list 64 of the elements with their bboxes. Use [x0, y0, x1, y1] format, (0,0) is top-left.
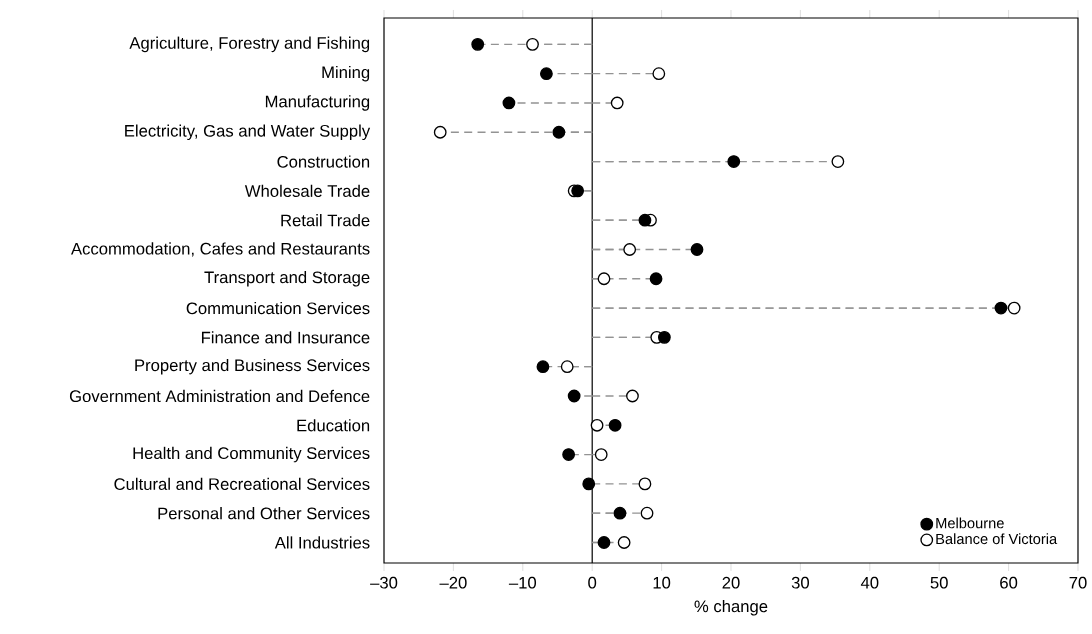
point [536, 360, 550, 374]
legend-label: Melbourne [936, 517, 1004, 529]
point [526, 37, 539, 51]
y-tick-label: Communication Services [186, 301, 370, 315]
x-tick-label: 20 [722, 576, 740, 589]
point [1007, 301, 1021, 315]
y-tick-label: Retail Trade [281, 214, 370, 227]
x-tick-label: –10 [508, 576, 537, 589]
legend-label: Balance of Victoria [936, 533, 1058, 545]
x-tick-label: 0 [588, 576, 597, 589]
point [613, 506, 627, 520]
y-tick-label: Transport and Storage [204, 271, 370, 287]
point [638, 213, 652, 227]
y-tick-label: All Industries [274, 536, 370, 549]
point [582, 477, 596, 491]
point [590, 418, 604, 432]
point [562, 448, 576, 461]
y-tick-label: Education [297, 419, 370, 432]
point [617, 536, 631, 549]
y-tick-label: Personal and Other Services [158, 507, 370, 520]
x-tick-label: 30 [791, 576, 810, 589]
y-tick-label: Finance and Insurance [201, 331, 370, 344]
y-tick-label: Health and Community Services [133, 446, 370, 463]
point [608, 418, 622, 432]
point [471, 37, 485, 51]
point [638, 477, 652, 491]
point [560, 360, 574, 374]
y-tick-label: Electricity, Gas and Water Supply [125, 124, 371, 141]
point [831, 155, 845, 168]
point [640, 506, 654, 520]
point [626, 389, 639, 403]
point [571, 184, 585, 198]
y-tick-label: Mining [322, 65, 370, 82]
point [610, 96, 624, 110]
x-tick-label: –20 [439, 576, 467, 589]
y-tick-label: Government Administration and Defence [69, 389, 370, 403]
point [552, 125, 566, 139]
point [433, 125, 447, 139]
point [657, 330, 671, 344]
x-tick-label: 60 [1000, 576, 1018, 589]
point [727, 155, 741, 168]
point [994, 301, 1008, 315]
x-tick-label: 50 [930, 576, 948, 589]
point [502, 96, 516, 110]
point [597, 536, 611, 549]
y-tick-label: Property and Business Services [135, 358, 370, 375]
y-tick-label: Accommodation, Cafes and Restaurants [71, 242, 370, 257]
x-tick-label: –30 [370, 576, 398, 589]
x-axis-title: % change [694, 599, 768, 616]
point [623, 243, 637, 256]
y-tick-label: Wholesale Trade [244, 184, 370, 197]
x-tick-label: 40 [860, 576, 879, 589]
y-tick-label: Manufacturing [265, 95, 370, 111]
y-tick-label: Construction [277, 155, 370, 168]
point [567, 389, 581, 403]
y-tick-label: Cultural and Recreational Services [114, 477, 370, 490]
point [540, 67, 553, 81]
point [652, 67, 666, 81]
y-tick-label: Agriculture, Forestry and Fishing [129, 36, 370, 53]
point [649, 272, 663, 286]
x-tick-label: 10 [653, 576, 671, 589]
point [690, 243, 704, 256]
point [597, 272, 611, 286]
x-tick-label: 70 [1069, 576, 1087, 589]
